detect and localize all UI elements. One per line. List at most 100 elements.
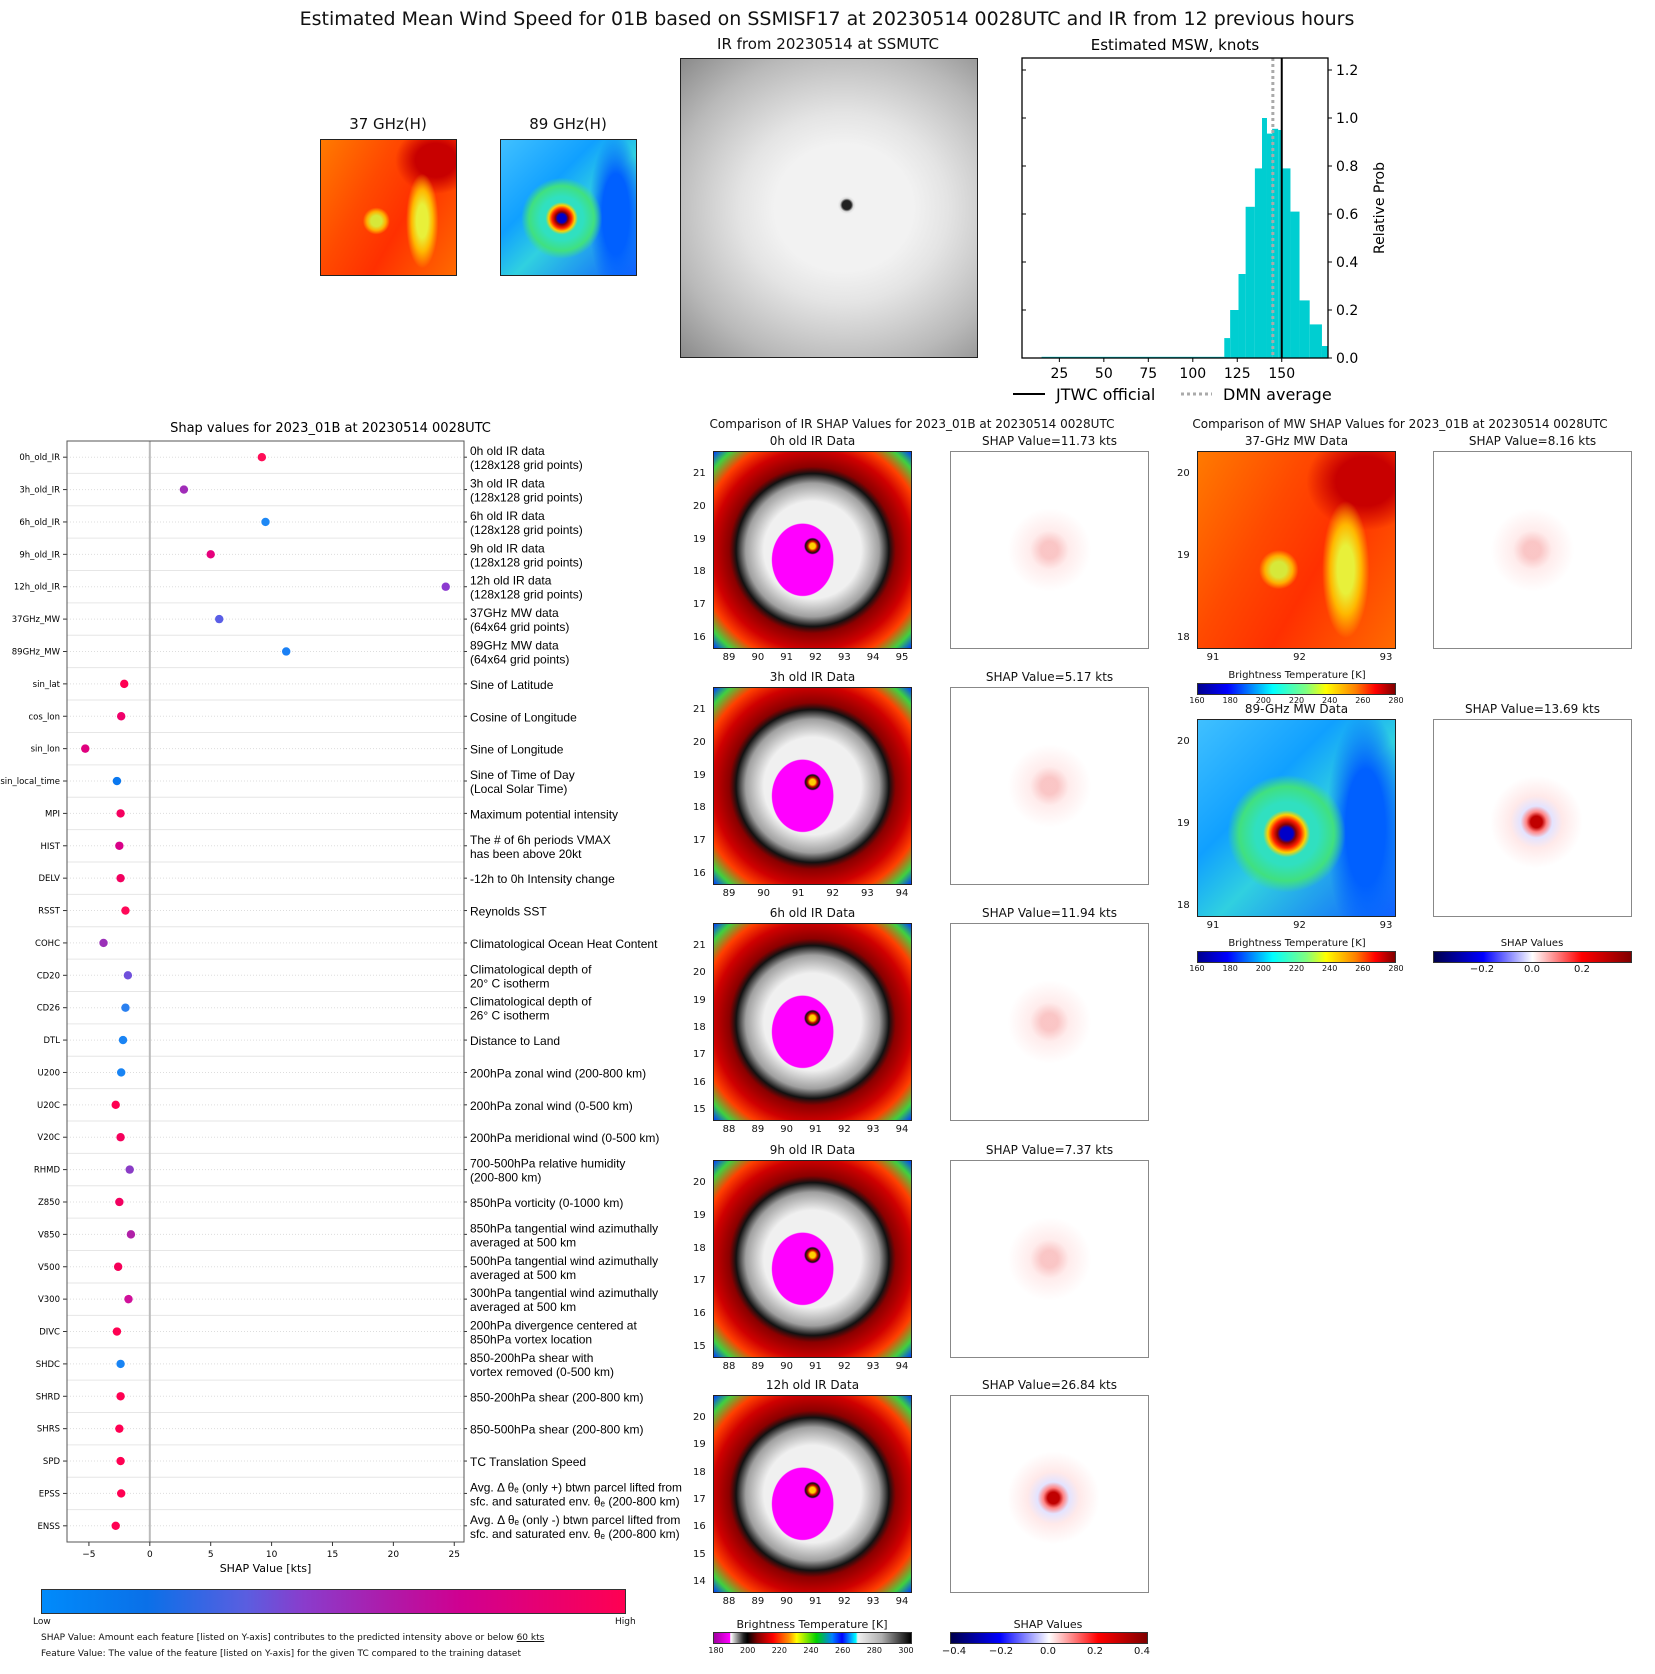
y-tick-label: 0.6: [1336, 207, 1358, 223]
feature-label: SHRD: [36, 1392, 61, 1402]
feature-description: Sine of Latitude: [470, 678, 554, 692]
lat-tick-label: 17: [693, 599, 706, 611]
mw-37ghz-image: [1197, 451, 1396, 649]
x-tick-label: 5: [208, 1550, 214, 1560]
x-tick-label: 125: [1224, 366, 1251, 382]
feature-description: Maximum potential intensity: [470, 807, 618, 821]
shap-point-shdc: [116, 1359, 125, 1369]
feature-description: has been above 20kt: [470, 847, 582, 861]
lon-tick-label: 93: [1379, 920, 1393, 931]
ir-bt-colorbar: [713, 1632, 912, 1644]
feature-description: 850hPa tangential wind azimuthally: [470, 1221, 658, 1235]
mw-comparison-title: Comparison of MW SHAP Values for 2023_01…: [1192, 417, 1608, 431]
feature-label: sin_lat: [33, 680, 61, 690]
shap-point-epss: [116, 1489, 126, 1498]
ir-0h-image: [713, 451, 912, 649]
feature-label: cos_lon: [28, 712, 60, 722]
ir-0h-title: 0h old IR Data: [769, 434, 856, 448]
lat-tick-label: 16: [693, 1308, 706, 1320]
feature-description: 300hPa tangential wind azimuthally: [470, 1286, 658, 1300]
lat-tick-label: 17: [693, 1049, 706, 1061]
shap-point-89ghz-mw: [282, 647, 291, 656]
feature-description: averaged at 500 km: [470, 1268, 576, 1282]
feature-description: 200hPa meridional wind (0-500 km): [470, 1131, 659, 1145]
ir-4h-title: 12h old IR Data: [765, 1378, 860, 1392]
lon-tick-label: 94: [895, 888, 909, 899]
feature-label: CD26: [37, 1004, 60, 1014]
feature-value-note: Feature Value: The value of the feature …: [41, 1649, 522, 1659]
y-tick-label: 0.8: [1336, 159, 1358, 175]
colorbar-tick-label: 240: [1322, 696, 1338, 705]
lat-tick-label: 14: [693, 1576, 706, 1587]
feature-description: Cosine of Longitude: [470, 710, 577, 724]
lon-tick-label: 91: [1206, 652, 1220, 663]
colorbar-tick-label: 300: [898, 1646, 914, 1655]
feature-description: 200hPa divergence centered at: [470, 1319, 637, 1333]
feature-label: 89GHz_MW: [12, 647, 61, 657]
x-tick-label: 50: [1095, 366, 1113, 382]
x-tick-label: 0: [147, 1550, 153, 1560]
lat-tick-label: 20: [693, 1177, 706, 1188]
colorbar-tick-label: 220: [1288, 964, 1305, 973]
lon-tick-label: 93: [866, 1596, 880, 1607]
shap-point-rsst: [121, 906, 130, 915]
y-tick-label: 1.0: [1336, 111, 1358, 127]
feature-description: Avg. Δ θₑ (only -) btwn parcel lifted fr…: [470, 1513, 680, 1527]
mw-89ghz-shap-title: SHAP Value=13.69 kts: [1465, 702, 1600, 716]
lon-tick-label: 91: [809, 1361, 822, 1372]
shap-point-3h-old-ir: [179, 485, 189, 494]
shap-point-v500: [113, 1262, 123, 1271]
feature-description: (64x64 grid points): [470, 620, 569, 634]
colorbar-tick-label: 260: [835, 1646, 851, 1655]
feature-description: 20° C isotherm: [470, 976, 550, 990]
x-tick-label: −5: [82, 1550, 95, 1560]
feature-description: (128x128 grid points): [470, 588, 583, 602]
feature-description: 26° C isotherm: [470, 1009, 550, 1023]
lon-tick-label: 90: [780, 1596, 794, 1607]
colorbar-tick-label: 160: [1189, 964, 1205, 973]
ir-2h-shap-map: [950, 923, 1149, 1121]
lat-tick-label: 16: [693, 1521, 706, 1533]
histogram-bar: [1230, 310, 1239, 358]
lon-tick-label: 89: [722, 652, 736, 663]
lon-tick-label: 92: [826, 888, 840, 899]
ir-4h-shap-map: [950, 1395, 1149, 1593]
lat-tick-label: 16: [693, 868, 706, 879]
histogram-title: Estimated MSW, knots: [1091, 36, 1260, 54]
x-tick-label: 75: [1139, 366, 1157, 382]
mw89-thumbnail: [500, 139, 637, 276]
ir-3h-image: [713, 1160, 912, 1358]
feature-label: SHRS: [37, 1425, 60, 1435]
colorbar-tick-label: 260: [1355, 964, 1371, 973]
colorbar-tick-label: 240: [803, 1646, 819, 1655]
mw-37ghz-title: 37-GHz MW Data: [1244, 434, 1349, 448]
histogram-frame: [1021, 57, 1329, 359]
lat-tick-label: 18: [1177, 900, 1190, 911]
colorbar-tick-label: 160: [1189, 696, 1205, 705]
lon-tick-label: 92: [1293, 652, 1306, 663]
lon-tick-label: 94: [866, 652, 880, 663]
feature-label: V20C: [37, 1133, 60, 1143]
mw37-thumb-title: 37 GHz(H): [349, 115, 427, 133]
lat-tick-label: 15: [693, 1341, 706, 1352]
lon-tick-label: 94: [895, 1596, 909, 1607]
feature-label: SHDC: [36, 1360, 60, 1370]
lat-tick-label: 15: [693, 1548, 706, 1560]
mw-37ghz-shap-title: SHAP Value=8.16 kts: [1468, 434, 1597, 448]
lon-tick-label: 93: [837, 652, 851, 663]
colorbar-tick-label: 0.0: [1524, 964, 1540, 975]
threshold-link: 60 kts: [516, 1633, 545, 1643]
feature-label: RHMD: [34, 1166, 61, 1176]
ir-1h-title: 3h old IR Data: [769, 670, 856, 684]
mw-bt-colorbar-label: Brightness Temperature [K]: [1228, 670, 1366, 681]
lat-tick-label: 20: [693, 500, 706, 512]
figure-title: Estimated Mean Wind Speed for 01B based …: [299, 8, 1355, 30]
feature-description: TC Translation Speed: [470, 1455, 586, 1469]
y-tick-label: 1.2: [1336, 63, 1358, 79]
dot-plot-frame: [66, 440, 465, 1543]
ir-3h-title: 9h old IR Data: [769, 1143, 856, 1157]
ir-4h-image: [713, 1395, 912, 1593]
feature-description: Climatological depth of: [470, 995, 592, 1009]
lat-tick-label: 19: [1177, 818, 1190, 829]
ir-shap-colorbar-label: SHAP Values: [1013, 1618, 1083, 1631]
